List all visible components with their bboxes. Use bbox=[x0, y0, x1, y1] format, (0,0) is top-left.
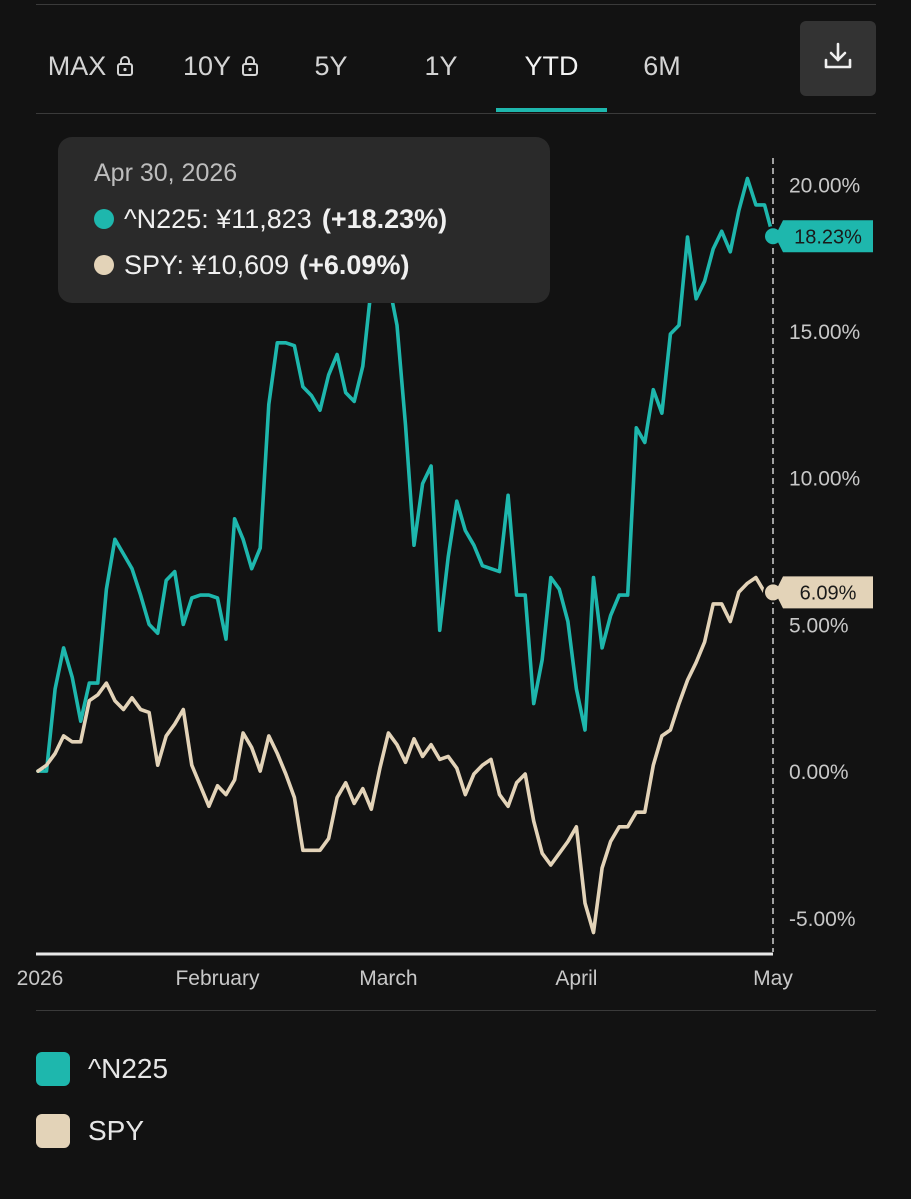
tab-6m-label: 6M bbox=[643, 50, 681, 81]
top-divider bbox=[36, 4, 876, 5]
end-value-tag-spy bbox=[775, 576, 873, 609]
end-value-tag-n225 bbox=[775, 220, 873, 253]
tab-10y[interactable]: 10Y bbox=[166, 20, 276, 112]
legend-item-n225[interactable]: ^N225 bbox=[36, 1052, 168, 1086]
tooltip-n225-value: ^N225: ¥11,823 bbox=[124, 203, 312, 234]
tab-1y[interactable]: 1Y bbox=[386, 20, 496, 112]
y-tick-label: 15.00% bbox=[789, 321, 860, 344]
x-tick-label: May bbox=[753, 967, 793, 990]
x-tick-label: April bbox=[555, 967, 597, 990]
tooltip-spy-value: SPY: ¥10,609 bbox=[124, 249, 290, 280]
series-line-spy bbox=[36, 575, 775, 935]
tab-max-label: MAX bbox=[47, 50, 107, 81]
spy-dot-icon bbox=[94, 255, 114, 275]
tabs-divider bbox=[36, 113, 876, 114]
comparison-line-chart: 20.00% 15.00% 10.00% 5.00% 0.00% -5.00% 2026 Fe… bbox=[17, 158, 873, 990]
y-tick-label: 20.00% bbox=[789, 174, 860, 197]
tab-5y[interactable]: 5Y bbox=[276, 20, 386, 112]
range-tabs: MAX 10Y 5Y 1Y YTD 6M bbox=[0, 20, 911, 112]
legend-divider bbox=[36, 1010, 876, 1011]
tooltip-spy-change: (+6.09%) bbox=[299, 249, 410, 280]
y-tick-label: -5.00% bbox=[789, 908, 856, 931]
y-tick-label: 5.00% bbox=[789, 614, 849, 637]
lock-icon bbox=[116, 56, 134, 76]
tab-max[interactable]: MAX bbox=[36, 20, 146, 112]
download-button[interactable] bbox=[800, 21, 876, 96]
x-tick-label: 2026 bbox=[17, 967, 64, 990]
end-value-label-n225: 18.23% bbox=[794, 226, 862, 248]
download-icon bbox=[821, 39, 855, 78]
legend-spy-label: SPY bbox=[88, 1115, 145, 1146]
tab-ytd[interactable]: YTD bbox=[496, 20, 607, 112]
x-tick-label: February bbox=[175, 967, 260, 990]
tab-1y-label: 1Y bbox=[424, 50, 458, 81]
n225-dot-icon bbox=[94, 209, 114, 229]
y-tick-label: 0.00% bbox=[789, 761, 849, 784]
end-value-label-spy: 6.09% bbox=[800, 582, 857, 604]
legend-n225-label: ^N225 bbox=[88, 1053, 169, 1084]
chart-tooltip: Apr 30, 2026 ^N225: ¥11,823 (+18.23%) SP… bbox=[58, 137, 550, 303]
lock-icon bbox=[241, 56, 259, 76]
tab-10y-label: 10Y bbox=[182, 50, 232, 81]
tab-5y-label: 5Y bbox=[314, 50, 348, 81]
y-tick-label: 10.00% bbox=[789, 468, 860, 491]
spy-swatch-icon bbox=[36, 1114, 70, 1148]
tooltip-row-n225: ^N225: ¥11,823 (+18.23%) bbox=[94, 196, 550, 242]
tooltip-row-spy: SPY: ¥10,609 (+6.09%) bbox=[94, 242, 550, 288]
tab-6m[interactable]: 6M bbox=[607, 20, 717, 112]
tab-ytd-label: YTD bbox=[524, 50, 579, 81]
x-tick-label: March bbox=[359, 967, 417, 990]
tooltip-n225-change: (+18.23%) bbox=[321, 203, 448, 234]
n225-swatch-icon bbox=[36, 1052, 70, 1086]
series-line-n225 bbox=[36, 176, 775, 773]
legend-item-spy[interactable]: SPY bbox=[36, 1114, 144, 1148]
tooltip-date: Apr 30, 2026 bbox=[94, 159, 238, 187]
